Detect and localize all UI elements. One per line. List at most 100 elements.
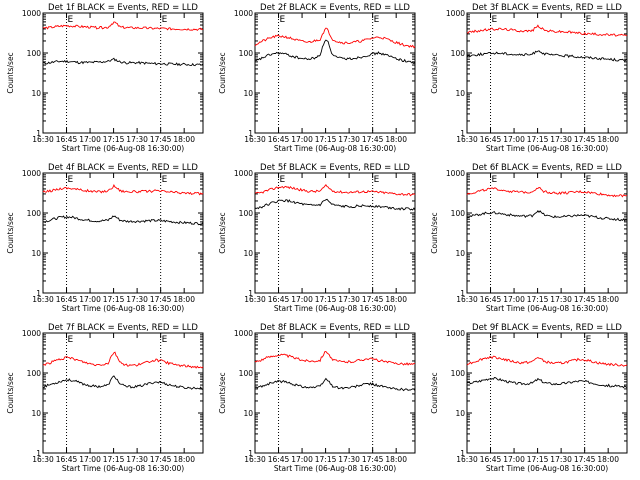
y-tick-label: 1	[248, 449, 253, 458]
x-tick-label: 18:00	[597, 455, 619, 464]
x-tick-label: 17:45	[362, 455, 384, 464]
x-tick-label: 17:00	[79, 455, 101, 464]
event-marker-flag: E	[68, 335, 74, 345]
y-tick-label: 100	[27, 209, 42, 218]
x-tick-label: 17:15	[103, 455, 125, 464]
x-tick-label: 16:45	[480, 295, 502, 304]
x-tick-label: 17:30	[126, 135, 148, 144]
x-tick-label: 17:00	[503, 295, 525, 304]
y-tick-label: 10	[455, 249, 465, 258]
plot-frame	[466, 172, 628, 294]
x-tick-label: 16:30	[32, 455, 54, 464]
x-tick-label: 17:30	[126, 295, 148, 304]
x-tick-label: 17:00	[291, 135, 313, 144]
panel-6: Det 6f BLACK = Events, RED = LLD 1 10 100 10…	[430, 163, 628, 313]
panel-5: Det 5f BLACK = Events, RED = LLD 1 10 100 10…	[218, 163, 416, 313]
x-tick-label: 17:45	[574, 295, 596, 304]
event-marker-flag: E	[492, 335, 498, 345]
x-tick-label: 17:00	[291, 295, 313, 304]
y-tick-label: 1000	[22, 9, 41, 18]
y-tick-label: 1000	[446, 169, 465, 178]
panel-8: Det 8f BLACK = Events, RED = LLD 1 10 100 10…	[218, 323, 416, 473]
x-tick-label: 18:00	[385, 135, 407, 144]
x-tick-label: 16:30	[456, 295, 478, 304]
series-line-lld	[254, 27, 416, 49]
x-tick-label: 17:15	[315, 135, 337, 144]
series-line-events	[466, 210, 628, 222]
x-tick-label: 17:15	[527, 455, 549, 464]
y-axis-label: Counts/sec	[218, 52, 227, 93]
panel-title: Det 1f BLACK = Events, RED = LLD	[48, 3, 198, 13]
plot-frame	[254, 172, 416, 294]
event-marker-flag: E	[162, 175, 168, 185]
y-tick-label: 100	[239, 49, 254, 58]
panel-1: Det 1f BLACK = Events, RED = LLD 1 10 100 10…	[6, 3, 204, 153]
x-tick-label: 17:45	[150, 135, 172, 144]
event-marker-flag: E	[374, 335, 380, 345]
plot-frame	[254, 332, 416, 454]
y-tick-label: 10	[243, 249, 253, 258]
y-tick-label: 1	[36, 129, 41, 138]
x-axis-label: Start Time (06-Aug-08 16:30:00)	[62, 144, 184, 153]
x-tick-label: 17:00	[79, 135, 101, 144]
y-tick-label: 100	[239, 209, 254, 218]
y-tick-label: 1	[460, 289, 465, 298]
y-tick-label: 1000	[22, 169, 41, 178]
x-tick-label: 17:15	[103, 135, 125, 144]
x-axis-label: Start Time (06-Aug-08 16:30:00)	[274, 464, 396, 473]
y-tick-label: 10	[31, 409, 41, 418]
y-axis-label: Counts/sec	[6, 372, 15, 413]
series-line-lld	[254, 350, 416, 366]
x-tick-label: 17:30	[338, 295, 360, 304]
panel-title: Det 6f BLACK = Events, RED = LLD	[472, 163, 622, 173]
x-tick-label: 17:45	[362, 135, 384, 144]
series-line-lld	[42, 183, 204, 196]
y-axis-label: Counts/sec	[430, 372, 439, 413]
x-tick-label: 16:45	[268, 295, 290, 304]
y-tick-label: 10	[243, 409, 253, 418]
event-marker-flag: E	[280, 335, 286, 345]
y-axis-label: Counts/sec	[6, 212, 15, 253]
x-tick-label: 17:30	[338, 455, 360, 464]
event-marker-flag: E	[374, 175, 380, 185]
event-marker-flag: E	[162, 335, 168, 345]
x-tick-label: 17:15	[315, 455, 337, 464]
y-axis-label: Counts/sec	[430, 52, 439, 93]
event-marker-flag: E	[280, 15, 286, 25]
y-tick-label: 10	[455, 409, 465, 418]
y-axis-label: Counts/sec	[6, 52, 15, 93]
x-tick-label: 16:30	[244, 135, 266, 144]
event-marker-flag: E	[374, 15, 380, 25]
y-tick-label: 10	[243, 89, 253, 98]
x-axis-label: Start Time (06-Aug-08 16:30:00)	[486, 304, 608, 313]
panel-title: Det 3f BLACK = Events, RED = LLD	[472, 3, 622, 13]
series-line-events	[254, 377, 416, 392]
y-tick-label: 10	[455, 89, 465, 98]
y-axis-label: Counts/sec	[430, 212, 439, 253]
series-line-events	[42, 215, 204, 226]
series-line-lld	[42, 21, 204, 32]
event-marker-flag: E	[586, 175, 592, 185]
x-tick-label: 16:45	[56, 455, 78, 464]
x-axis-label: Start Time (06-Aug-08 16:30:00)	[274, 144, 396, 153]
x-tick-label: 18:00	[173, 455, 195, 464]
panel-title: Det 5f BLACK = Events, RED = LLD	[260, 163, 410, 173]
event-marker-flag: E	[586, 15, 592, 25]
series-line-lld	[254, 184, 416, 197]
y-tick-label: 100	[27, 49, 42, 58]
x-tick-label: 16:45	[268, 455, 290, 464]
series-line-lld	[42, 351, 204, 369]
series-line-lld	[466, 187, 628, 198]
x-tick-label: 17:45	[574, 135, 596, 144]
x-tick-label: 16:45	[56, 135, 78, 144]
x-axis-label: Start Time (06-Aug-08 16:30:00)	[486, 464, 608, 473]
series-line-events	[466, 377, 628, 389]
x-tick-label: 18:00	[385, 455, 407, 464]
event-marker-flag: E	[280, 175, 286, 185]
plot-frame	[466, 332, 628, 454]
panel-9: Det 9f BLACK = Events, RED = LLD 1 10 100 10…	[430, 323, 628, 473]
x-axis-label: Start Time (06-Aug-08 16:30:00)	[62, 464, 184, 473]
x-tick-label: 18:00	[597, 295, 619, 304]
x-tick-label: 16:30	[244, 455, 266, 464]
